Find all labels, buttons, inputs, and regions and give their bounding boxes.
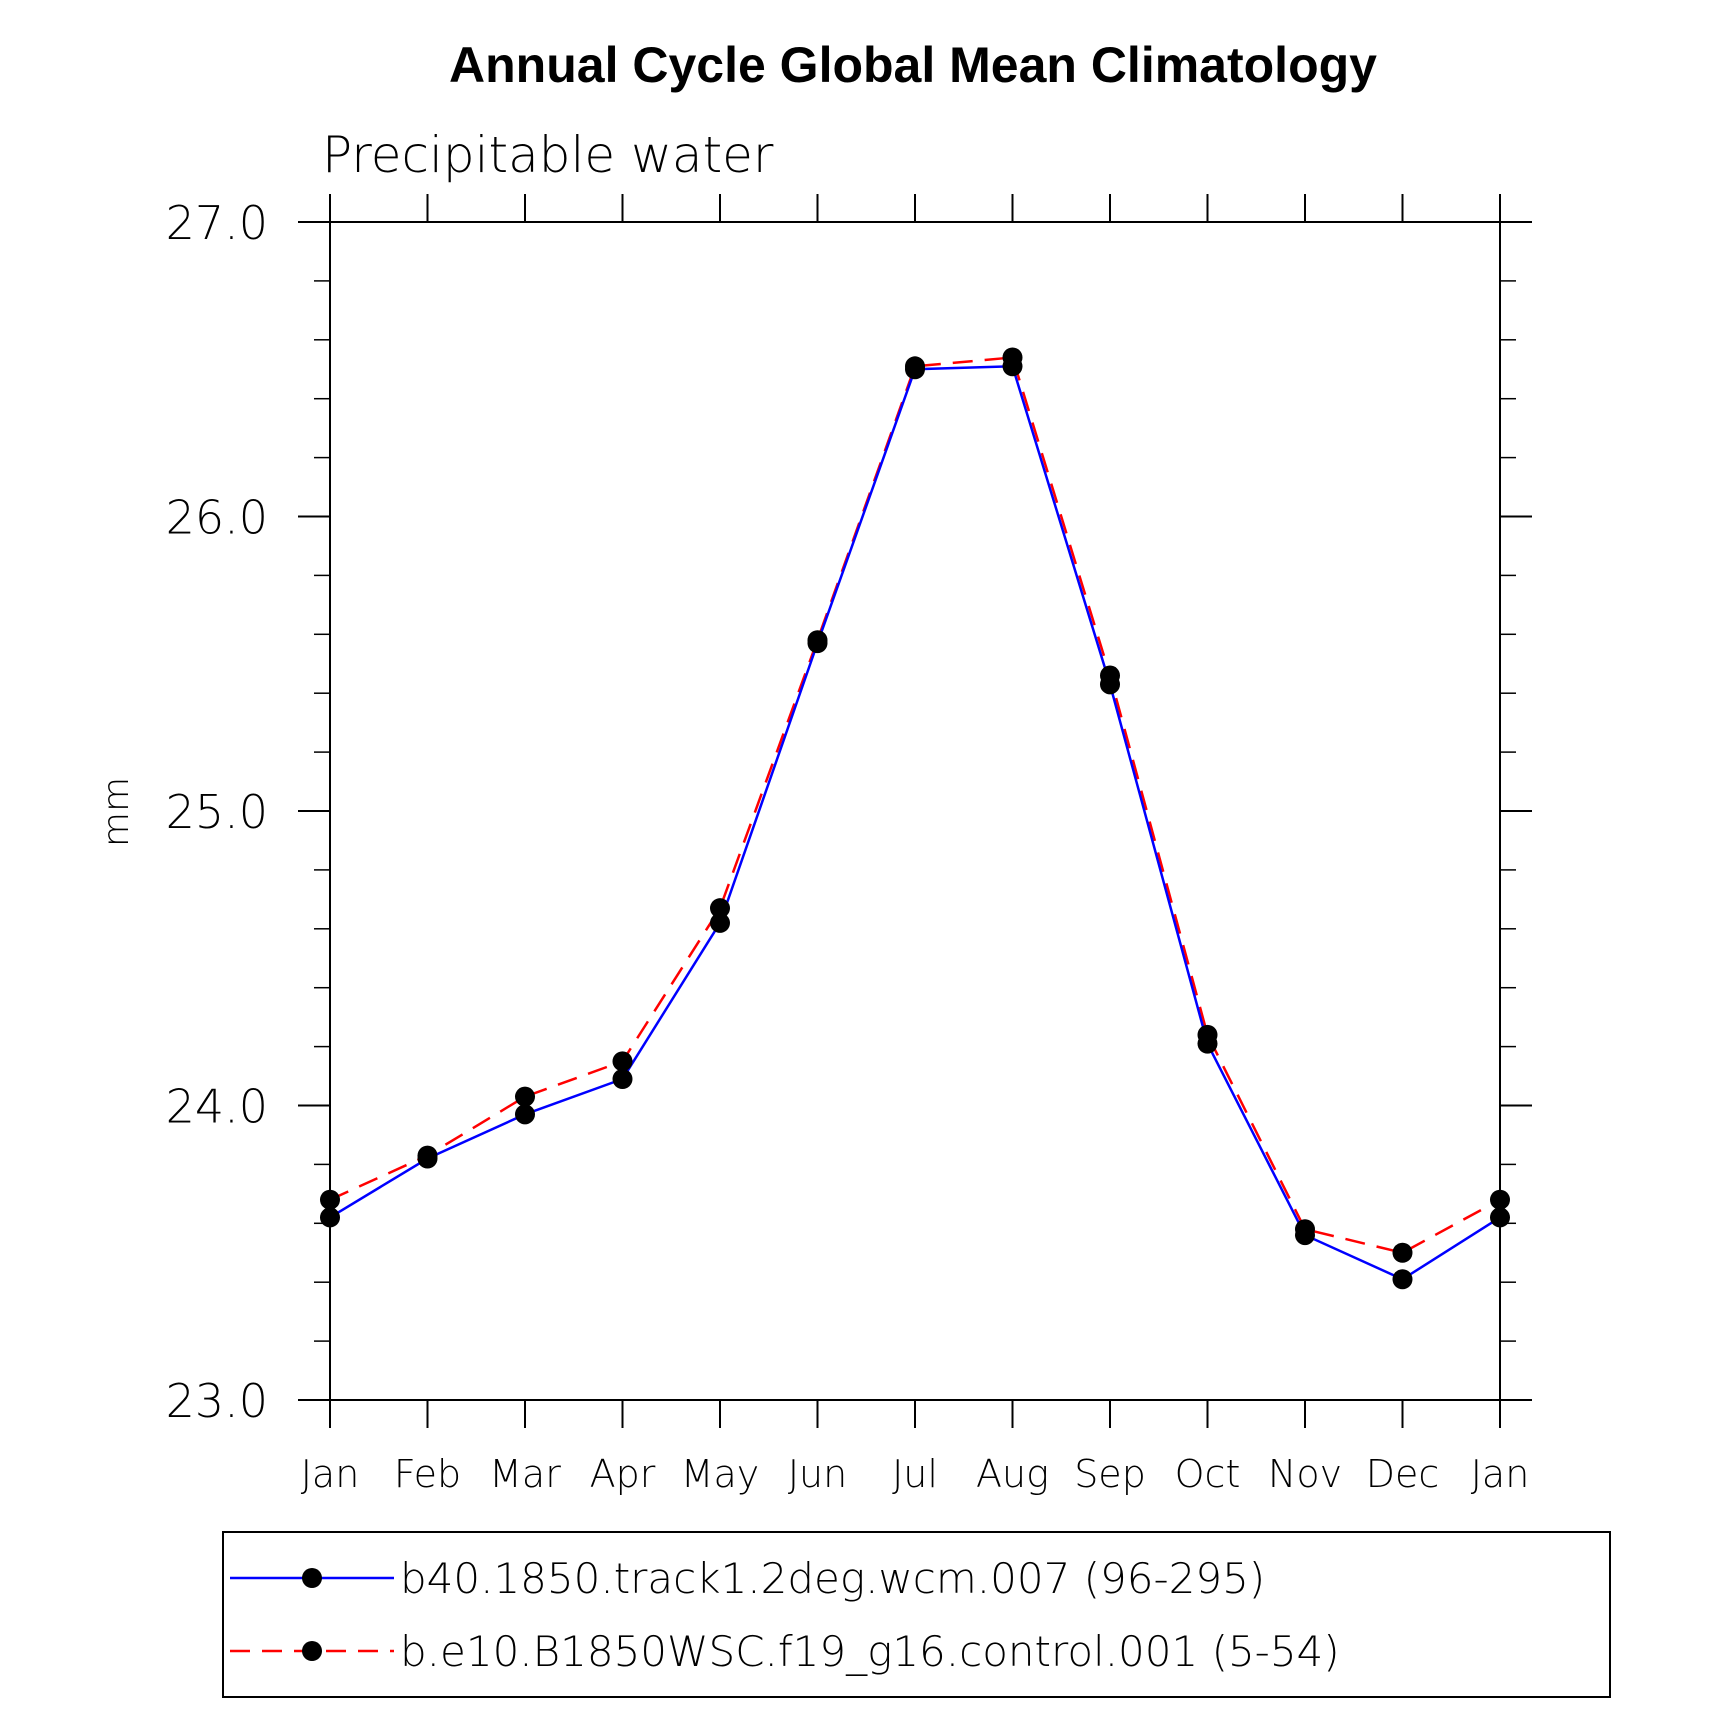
plot-border: [329, 221, 1501, 1401]
axis-tick-labels: Jan Feb Mar Apr May Jun Jul Aug Sep Oct Nov Dec Jan 2…: [166, 196, 1530, 1496]
plot-frame: [329, 221, 1501, 1401]
legend: b40.1850.track1.2deg.wcm.007 (96-295) b.…: [222, 1531, 1611, 1698]
data-point-series-1: [905, 356, 925, 377]
x-tick-label: Feb: [394, 1452, 461, 1496]
x-tick-label: May: [681, 1452, 760, 1496]
data-point-series-1: [1197, 1024, 1218, 1045]
data-point-series-1: [417, 1145, 438, 1166]
series-line-1: [329, 356, 1501, 1255]
x-tick-label: Jul: [892, 1452, 938, 1496]
data-point-series-0: [1490, 1207, 1510, 1228]
x-tick-label: Jan: [301, 1452, 360, 1496]
x-tick-label: Jun: [788, 1452, 847, 1496]
legend-label-1: b.e10.B1850WSC.f19_g16.control.001 (5-54…: [400, 1627, 1340, 1676]
x-tick-label: Mar: [489, 1452, 561, 1496]
legend-item-1: b.e10.B1850WSC.f19_g16.control.001 (5-54…: [230, 1627, 1340, 1676]
data-point-series-1: [1392, 1242, 1413, 1263]
x-tick-label: Apr: [590, 1452, 656, 1496]
data-point-series-1: [515, 1086, 535, 1107]
y-tick-label: 25.0: [166, 785, 268, 839]
data-point-series-1: [807, 630, 828, 651]
y-tick-label: 26.0: [166, 491, 268, 545]
data-point-series-0: [1392, 1269, 1413, 1290]
data-point-series-0: [612, 1068, 633, 1089]
legend-item-0: b40.1850.track1.2deg.wcm.007 (96-295): [230, 1554, 1265, 1603]
x-tick-label: Dec: [1366, 1452, 1440, 1496]
data-point-series-1: [1490, 1189, 1510, 1210]
series-layer: [320, 347, 1510, 1290]
data-point-series-0: [515, 1104, 535, 1125]
data-point-series-0: [320, 1207, 340, 1228]
axis-ticks: [298, 194, 1532, 1428]
x-tick-label: Sep: [1074, 1452, 1146, 1496]
data-point-series-1: [1100, 665, 1120, 686]
data-point-series-1: [1002, 347, 1023, 368]
series-line-0: [329, 365, 1501, 1281]
y-tick-label: 24.0: [166, 1080, 268, 1134]
data-point-series-1: [1295, 1219, 1315, 1240]
y-tick-label: 27.0: [166, 196, 268, 250]
x-tick-label: Nov: [1268, 1452, 1342, 1496]
data-point-series-1: [710, 898, 730, 919]
data-point-series-1: [612, 1051, 633, 1072]
data-point-series-0: [710, 912, 730, 933]
x-tick-label: Aug: [976, 1452, 1049, 1496]
y-tick-label: 23.0: [166, 1374, 268, 1428]
x-tick-label: Oct: [1175, 1452, 1241, 1496]
data-point-series-1: [320, 1189, 340, 1210]
chart-subtitle: Precipitable water: [322, 126, 774, 184]
legend-label-0: b40.1850.track1.2deg.wcm.007 (96-295): [400, 1554, 1265, 1603]
legend-marker-1: [302, 1641, 322, 1661]
chart-title: Annual Cycle Global Mean Climatology: [449, 37, 1377, 93]
legend-box: [222, 1531, 1611, 1698]
legend-marker-0: [302, 1568, 322, 1588]
x-tick-label: Jan: [1471, 1452, 1530, 1496]
y-axis-label: mm: [96, 777, 137, 847]
